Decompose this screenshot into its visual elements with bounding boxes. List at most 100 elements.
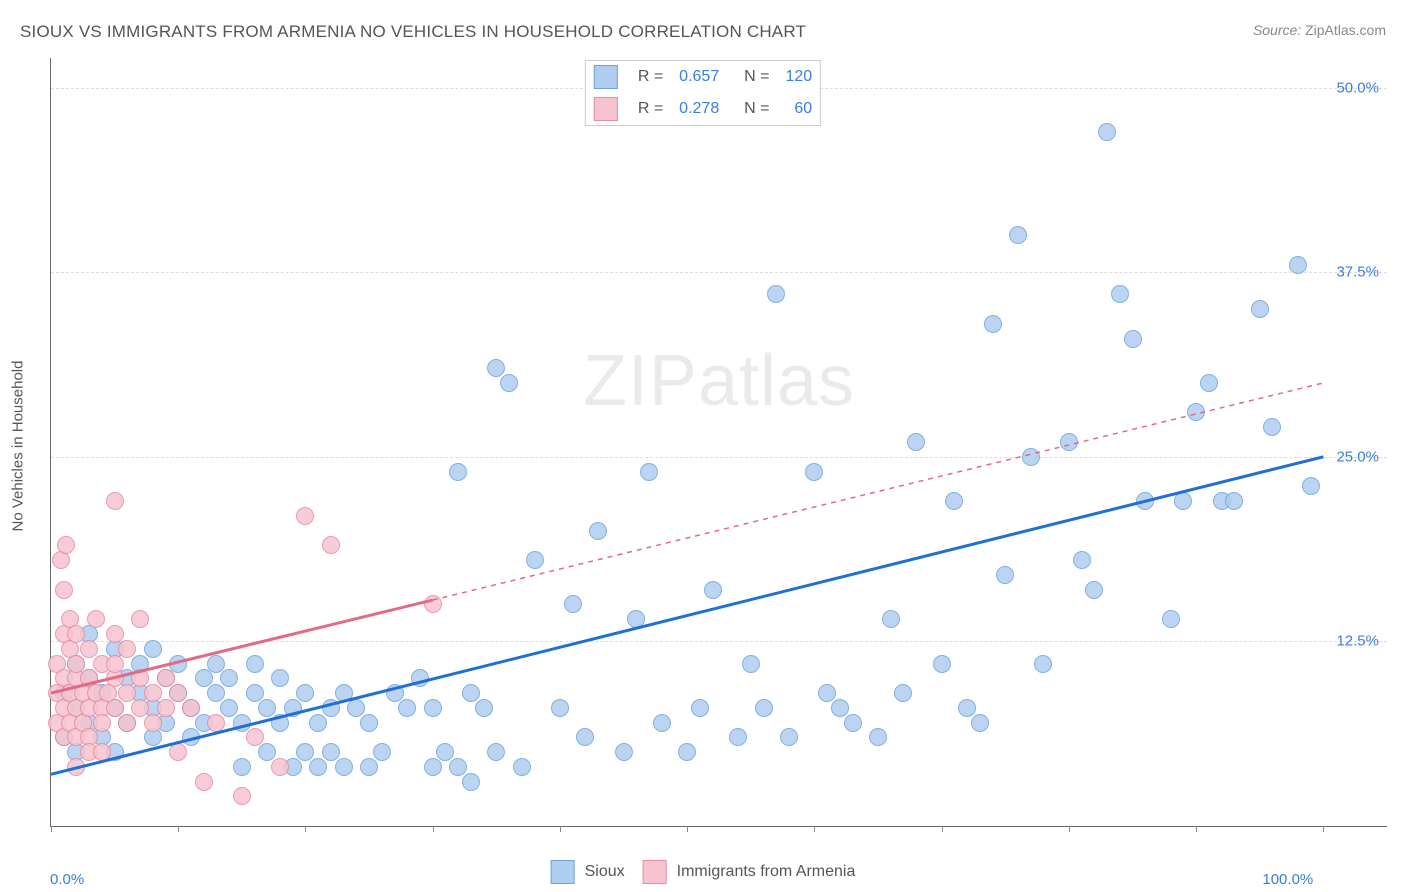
data-point: [246, 728, 264, 746]
x-tick: [1069, 826, 1070, 832]
data-point: [475, 699, 493, 717]
data-point: [971, 714, 989, 732]
source-label: Source:: [1253, 22, 1301, 38]
data-point: [144, 640, 162, 658]
data-point: [449, 758, 467, 776]
chart-title: SIOUX VS IMMIGRANTS FROM ARMENIA NO VEHI…: [20, 22, 806, 42]
data-point: [882, 610, 900, 628]
data-point: [767, 285, 785, 303]
data-point: [131, 669, 149, 687]
data-point: [449, 463, 467, 481]
data-point: [1111, 285, 1129, 303]
x-tick: [560, 826, 561, 832]
data-point: [576, 728, 594, 746]
chart-plot-area: ZIPatlas 12.5%25.0%37.5%50.0%: [50, 58, 1387, 827]
data-point: [615, 743, 633, 761]
data-point: [220, 699, 238, 717]
data-point: [424, 758, 442, 776]
data-point: [691, 699, 709, 717]
x-tick: [1323, 826, 1324, 832]
data-point: [87, 610, 105, 628]
data-point: [1136, 492, 1154, 510]
x-tick-label: 100.0%: [1262, 871, 1313, 888]
data-point: [55, 581, 73, 599]
data-point: [805, 463, 823, 481]
data-point: [246, 655, 264, 673]
data-point: [1085, 581, 1103, 599]
data-point: [93, 743, 111, 761]
data-point: [182, 728, 200, 746]
data-point: [551, 699, 569, 717]
data-point: [195, 669, 213, 687]
data-point: [1060, 433, 1078, 451]
data-point: [500, 374, 518, 392]
data-point: [564, 595, 582, 613]
data-point: [106, 699, 124, 717]
data-point: [207, 684, 225, 702]
data-point: [1225, 492, 1243, 510]
data-point: [309, 714, 327, 732]
data-point: [640, 463, 658, 481]
data-point: [704, 581, 722, 599]
data-point: [424, 699, 442, 717]
data-point: [844, 714, 862, 732]
data-point: [182, 699, 200, 717]
y-axis-label: No Vehicles in Household: [10, 361, 27, 532]
data-point: [526, 551, 544, 569]
x-tick: [305, 826, 306, 832]
source-value: ZipAtlas.com: [1305, 22, 1386, 38]
x-tick: [814, 826, 815, 832]
data-point: [487, 743, 505, 761]
data-point: [322, 536, 340, 554]
data-point: [258, 699, 276, 717]
data-point: [131, 699, 149, 717]
data-point: [462, 773, 480, 791]
data-point: [1073, 551, 1091, 569]
data-point: [347, 699, 365, 717]
series-legend: SiouxImmigrants from Armenia: [551, 860, 856, 884]
data-point: [1098, 123, 1116, 141]
data-point: [1302, 477, 1320, 495]
data-point: [411, 669, 429, 687]
data-point: [742, 655, 760, 673]
data-point: [1034, 655, 1052, 673]
data-point: [57, 536, 75, 554]
data-point: [144, 714, 162, 732]
data-point: [207, 714, 225, 732]
scatter-points-layer: [51, 58, 1387, 826]
legend-row: R =0.278 N =60: [586, 93, 820, 125]
data-point: [729, 728, 747, 746]
data-point: [1251, 300, 1269, 318]
legend-row: R =0.657 N =120: [586, 61, 820, 93]
data-point: [157, 699, 175, 717]
data-point: [106, 492, 124, 510]
x-tick: [942, 826, 943, 832]
data-point: [831, 699, 849, 717]
data-point: [106, 655, 124, 673]
x-tick: [1196, 826, 1197, 832]
x-tick: [178, 826, 179, 832]
data-point: [169, 743, 187, 761]
data-point: [296, 507, 314, 525]
data-point: [1289, 256, 1307, 274]
data-point: [335, 684, 353, 702]
data-point: [627, 610, 645, 628]
data-point: [67, 625, 85, 643]
data-point: [118, 714, 136, 732]
data-point: [93, 714, 111, 732]
data-point: [894, 684, 912, 702]
data-point: [1124, 330, 1142, 348]
data-point: [131, 610, 149, 628]
data-point: [271, 758, 289, 776]
data-point: [335, 758, 353, 776]
data-point: [1187, 403, 1205, 421]
data-point: [1174, 492, 1192, 510]
data-point: [1022, 448, 1040, 466]
data-point: [360, 758, 378, 776]
data-point: [246, 684, 264, 702]
data-point: [386, 684, 404, 702]
data-point: [462, 684, 480, 702]
data-point: [589, 522, 607, 540]
data-point: [945, 492, 963, 510]
data-point: [258, 743, 276, 761]
